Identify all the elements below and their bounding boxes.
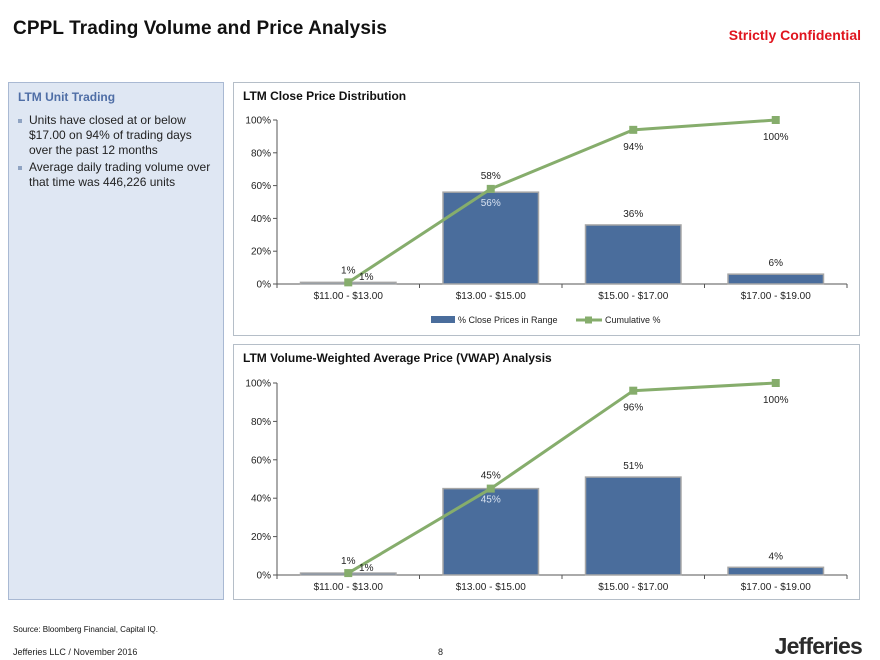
line-data-label: 1% <box>341 556 356 567</box>
bar-data-label: 1% <box>359 563 374 574</box>
legend-line-marker <box>585 316 592 324</box>
bar-data-label: 4% <box>769 551 784 562</box>
confidential-label: Strictly Confidential <box>728 27 861 43</box>
line-marker <box>771 379 780 387</box>
line-data-label: 58% <box>481 171 501 182</box>
line-marker <box>629 386 638 395</box>
x-tick-label: $17.00 - $19.00 <box>741 582 811 593</box>
sidebar-heading: LTM Unit Trading <box>18 90 116 104</box>
x-tick-label: $13.00 - $15.00 <box>456 582 526 593</box>
line-marker <box>344 569 353 578</box>
bar <box>442 487 540 576</box>
sidebar-bullet: Units have closed at or below $17.00 on … <box>18 113 218 158</box>
legend-label: Cumulative % <box>605 315 661 325</box>
x-tick-label: $11.00 - $13.00 <box>314 291 384 302</box>
bar-data-label: 51% <box>623 461 643 472</box>
y-tick-label: 20% <box>251 247 271 258</box>
close-price-chart: 0% 20% 40% 60% 80% 100% $11.00 - $13.00 $13.00 … <box>245 116 848 325</box>
cumulative-line <box>347 118 776 284</box>
y-tick-label: 100% <box>245 116 271 127</box>
legend-bar-swatch <box>431 316 455 323</box>
legend-label: % Close Prices in Range <box>458 315 558 325</box>
y-tick-label: 100% <box>245 379 271 390</box>
chart-title: LTM Volume-Weighted Average Price (VWAP)… <box>243 351 552 365</box>
y-tick-label: 0% <box>257 280 272 291</box>
bar-data-label: 45% <box>481 495 501 506</box>
bar-data-label: 6% <box>769 258 784 269</box>
footer-company-date: Jefferies LLC / November 2016 <box>13 647 138 657</box>
line-data-label: 94% <box>623 142 643 153</box>
y-tick-label: 60% <box>251 455 271 466</box>
line-data-label: 100% <box>763 395 789 406</box>
y-tick-label: 80% <box>251 148 271 159</box>
y-tick-label: 40% <box>251 214 271 225</box>
source-note: Source: Bloomberg Financial, Capital IQ. <box>13 625 158 634</box>
chart-title: LTM Close Price Distribution <box>243 89 407 103</box>
sidebar-panel: LTM Unit Trading Units have closed at or… <box>8 82 224 600</box>
vwap-chart: 0% 20% 40% 60% 80% 100% $11.00 - $13.00 $13.00 … <box>245 379 848 593</box>
line-data-label: 45% <box>481 471 501 482</box>
x-tick-label: $15.00 - $17.00 <box>598 582 668 593</box>
bar-data-label: 1% <box>359 272 374 283</box>
y-tick-label: 0% <box>257 571 272 582</box>
bar <box>584 224 682 285</box>
bar <box>727 273 825 285</box>
y-tick-label: 60% <box>251 181 271 192</box>
bar-data-label: 36% <box>623 209 643 220</box>
close-price-chart-panel: LTM Close Price Distribution 0% 20% 40% 60%… <box>233 82 860 336</box>
page-number: 8 <box>438 647 444 657</box>
vwap-chart-panel: LTM Volume-Weighted Average Price (VWAP)… <box>233 344 860 600</box>
line-data-label: 100% <box>763 132 789 143</box>
line-data-label: 1% <box>341 265 356 276</box>
x-tick-label: $15.00 - $17.00 <box>598 291 668 302</box>
x-tick-label: $13.00 - $15.00 <box>456 291 526 302</box>
y-tick-label: 20% <box>251 532 271 543</box>
line-marker <box>486 484 495 493</box>
x-tick-label: $11.00 - $13.00 <box>314 582 384 593</box>
line-data-label: 96% <box>623 403 643 414</box>
sidebar-bullet-list: Units have closed at or below $17.00 on … <box>18 113 218 192</box>
line-marker <box>486 184 495 193</box>
x-tick-label: $17.00 - $19.00 <box>741 291 811 302</box>
y-tick-label: 40% <box>251 494 271 505</box>
line-marker <box>771 116 780 124</box>
bar <box>727 566 825 576</box>
line-marker <box>344 278 353 287</box>
jefferies-logo: Jefferies <box>774 633 863 659</box>
page-title: CPPL Trading Volume and Price Analysis <box>13 18 388 39</box>
bar <box>584 476 682 576</box>
bar-data-label: 56% <box>481 198 501 209</box>
y-tick-label: 80% <box>251 417 271 428</box>
line-marker <box>629 125 638 134</box>
cumulative-line <box>347 381 776 575</box>
sidebar-bullet: Average daily trading volume over that t… <box>18 160 218 190</box>
